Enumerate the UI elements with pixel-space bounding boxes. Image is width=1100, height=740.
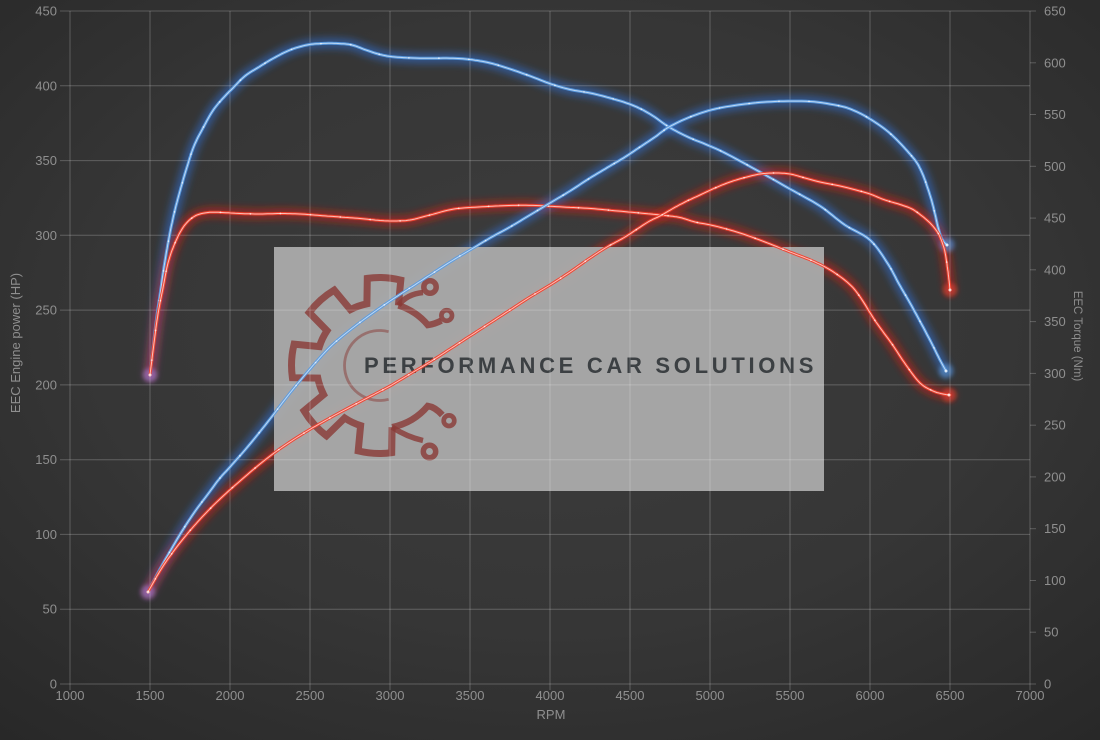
svg-text:100: 100 <box>35 527 57 542</box>
svg-text:5500: 5500 <box>776 688 805 703</box>
svg-text:0: 0 <box>50 677 57 692</box>
svg-text:250: 250 <box>35 303 57 318</box>
svg-text:400: 400 <box>1044 262 1066 277</box>
svg-text:450: 450 <box>1044 211 1066 226</box>
svg-text:1000: 1000 <box>56 688 85 703</box>
svg-text:100: 100 <box>1044 573 1066 588</box>
svg-text:PERFORMANCE CAR SOLUTIONS: PERFORMANCE CAR SOLUTIONS <box>364 353 817 378</box>
svg-text:150: 150 <box>1044 521 1066 536</box>
svg-text:500: 500 <box>1044 159 1066 174</box>
svg-text:50: 50 <box>1044 625 1058 640</box>
svg-text:3500: 3500 <box>456 688 485 703</box>
svg-text:400: 400 <box>35 78 57 93</box>
svg-text:RPM: RPM <box>537 707 566 722</box>
svg-text:6000: 6000 <box>856 688 885 703</box>
svg-text:650: 650 <box>1044 4 1066 19</box>
svg-text:150: 150 <box>35 452 57 467</box>
svg-text:200: 200 <box>35 377 57 392</box>
svg-text:4000: 4000 <box>536 688 565 703</box>
svg-text:6500: 6500 <box>936 688 965 703</box>
svg-text:3000: 3000 <box>376 688 405 703</box>
svg-text:350: 350 <box>35 153 57 168</box>
svg-text:EEC Engine power (HP): EEC Engine power (HP) <box>8 273 23 413</box>
svg-text:EEC Torque (Nm): EEC Torque (Nm) <box>1071 291 1083 382</box>
svg-text:2000: 2000 <box>216 688 245 703</box>
svg-text:350: 350 <box>1044 314 1066 329</box>
svg-text:0: 0 <box>1044 677 1051 692</box>
svg-text:250: 250 <box>1044 418 1066 433</box>
svg-text:4500: 4500 <box>616 688 645 703</box>
svg-text:300: 300 <box>35 228 57 243</box>
svg-text:450: 450 <box>35 4 57 19</box>
svg-text:2500: 2500 <box>296 688 325 703</box>
svg-text:1500: 1500 <box>136 688 165 703</box>
svg-text:50: 50 <box>43 602 57 617</box>
svg-text:600: 600 <box>1044 55 1066 70</box>
svg-text:7000: 7000 <box>1016 688 1045 703</box>
svg-text:300: 300 <box>1044 366 1066 381</box>
svg-text:550: 550 <box>1044 107 1066 122</box>
svg-text:5000: 5000 <box>696 688 725 703</box>
svg-text:200: 200 <box>1044 469 1066 484</box>
